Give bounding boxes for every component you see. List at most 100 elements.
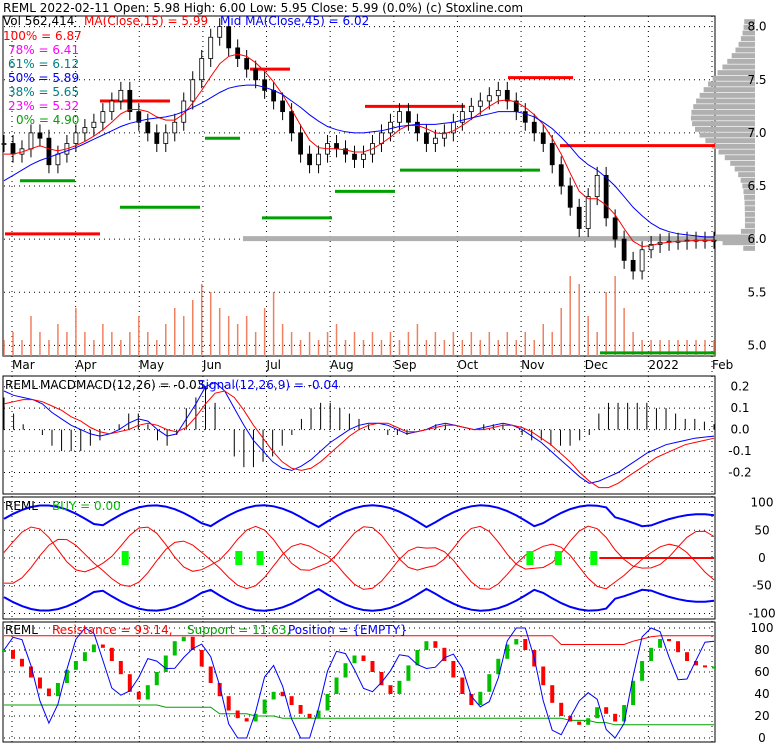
stoch-bar	[379, 672, 384, 686]
candle-body	[468, 105, 474, 113]
stoch-bar	[604, 707, 609, 714]
stoch-bar	[406, 665, 411, 681]
candle-body	[46, 137, 52, 166]
stoch-bar	[559, 702, 564, 716]
candle-body	[109, 100, 115, 113]
stoch-bar	[505, 644, 510, 659]
stoch-bar	[73, 661, 78, 670]
candle-body	[594, 174, 600, 198]
profile-bar	[742, 183, 755, 189]
buy-marker	[235, 551, 243, 565]
stoch-bar	[10, 650, 15, 659]
volume-bars	[3, 276, 715, 356]
stoch-bar	[352, 655, 357, 664]
resistance-line	[4, 635, 714, 645]
stoch-bar	[496, 658, 501, 675]
candle-body	[82, 127, 88, 134]
profile-bar	[738, 41, 755, 47]
macd-y-tick: 0.2	[730, 380, 749, 394]
profile-bar	[690, 115, 755, 121]
stoch-bar	[298, 705, 303, 714]
stoch-bar	[199, 650, 204, 667]
candle-body	[361, 153, 366, 160]
price-y-tick: 8.0	[747, 20, 766, 34]
stoch-bar	[46, 688, 51, 697]
stoch-bar	[478, 691, 483, 705]
stoch-bar	[325, 694, 330, 711]
profile-bar	[743, 189, 755, 195]
stoch-bar	[640, 661, 645, 681]
candle-body	[172, 121, 178, 134]
fib-label-78: 78% = 6.41	[8, 43, 79, 57]
profile-bar	[744, 206, 755, 212]
stoch-bar	[316, 710, 321, 719]
candle-body	[406, 111, 411, 123]
x-tick-label: 2022	[648, 358, 679, 372]
candle-body	[199, 58, 205, 81]
stoch-bar	[415, 650, 420, 666]
buy-marker	[256, 551, 264, 565]
stoch-bar	[2, 650, 6, 652]
buy-series	[3, 504, 715, 612]
candle-body	[28, 132, 34, 150]
stoch-bar	[442, 647, 447, 661]
candle-body	[208, 36, 214, 59]
profile-bar	[695, 126, 755, 132]
x-tick-label: Sep	[394, 358, 417, 372]
stoch-bar	[118, 661, 123, 675]
price-series	[1, 18, 717, 280]
profile-bar	[744, 211, 755, 217]
stoch-bar	[28, 666, 33, 678]
fib-label-0: 0% = 4.90	[16, 113, 79, 127]
profile-bar	[740, 36, 755, 42]
price-y-tick: 7.5	[747, 73, 766, 87]
x-tick-label: Aug	[330, 358, 353, 372]
stoch-y-tick: 60	[754, 665, 769, 679]
profile-bar	[740, 228, 755, 234]
stoch-bar	[253, 713, 258, 722]
stoch-bar	[280, 691, 285, 697]
x-tick-label: Jun	[202, 358, 222, 372]
macd-y-tick: -0.1	[728, 444, 751, 458]
stoch-bar	[568, 716, 573, 722]
candle-body	[136, 111, 142, 123]
stoch-title-position: Position = {EMPTY}	[288, 623, 408, 637]
price-y-tick: 6.5	[747, 179, 766, 193]
profile-bar	[743, 24, 755, 30]
stoch-bar	[694, 661, 699, 666]
stoch-bar	[190, 636, 195, 650]
x-tick-label: Nov	[521, 358, 544, 372]
buy-title-name: REML	[5, 499, 38, 513]
candle-body	[477, 100, 483, 107]
profile-bar	[699, 132, 755, 138]
profile-bar	[744, 200, 755, 206]
candle-body	[343, 148, 348, 155]
stoch-title-name: REML	[5, 623, 38, 637]
stoch-bar	[208, 666, 213, 683]
profile-bar	[744, 19, 755, 25]
fib-label-61: 61% = 6.12	[8, 57, 79, 71]
price-y-tick: 5.0	[747, 338, 766, 352]
candle-body	[522, 111, 528, 123]
stoch-bar	[667, 639, 672, 642]
stoch-bar	[631, 680, 636, 705]
stoch-bar	[451, 661, 456, 678]
candle-body	[379, 132, 384, 144]
candle-body	[459, 111, 465, 123]
stoch-bar	[262, 699, 267, 714]
buy-title-value: BUY = 0.00	[52, 499, 121, 513]
profile-bar	[696, 98, 755, 104]
volume-profile	[243, 19, 755, 251]
stoch-bar	[469, 694, 474, 705]
x-tick-label: Feb	[712, 358, 733, 372]
candle-body	[549, 143, 555, 166]
fib-label-50: 50% = 5.89	[8, 71, 79, 85]
profile-bar	[711, 143, 755, 149]
stoch-bar	[703, 665, 708, 668]
stoch-bar	[595, 707, 600, 719]
stoch-bar	[550, 685, 555, 703]
profile-bar	[743, 245, 755, 251]
stoch-bar	[181, 636, 186, 642]
candle-body	[612, 217, 618, 240]
buy-lower-band	[3, 587, 715, 612]
